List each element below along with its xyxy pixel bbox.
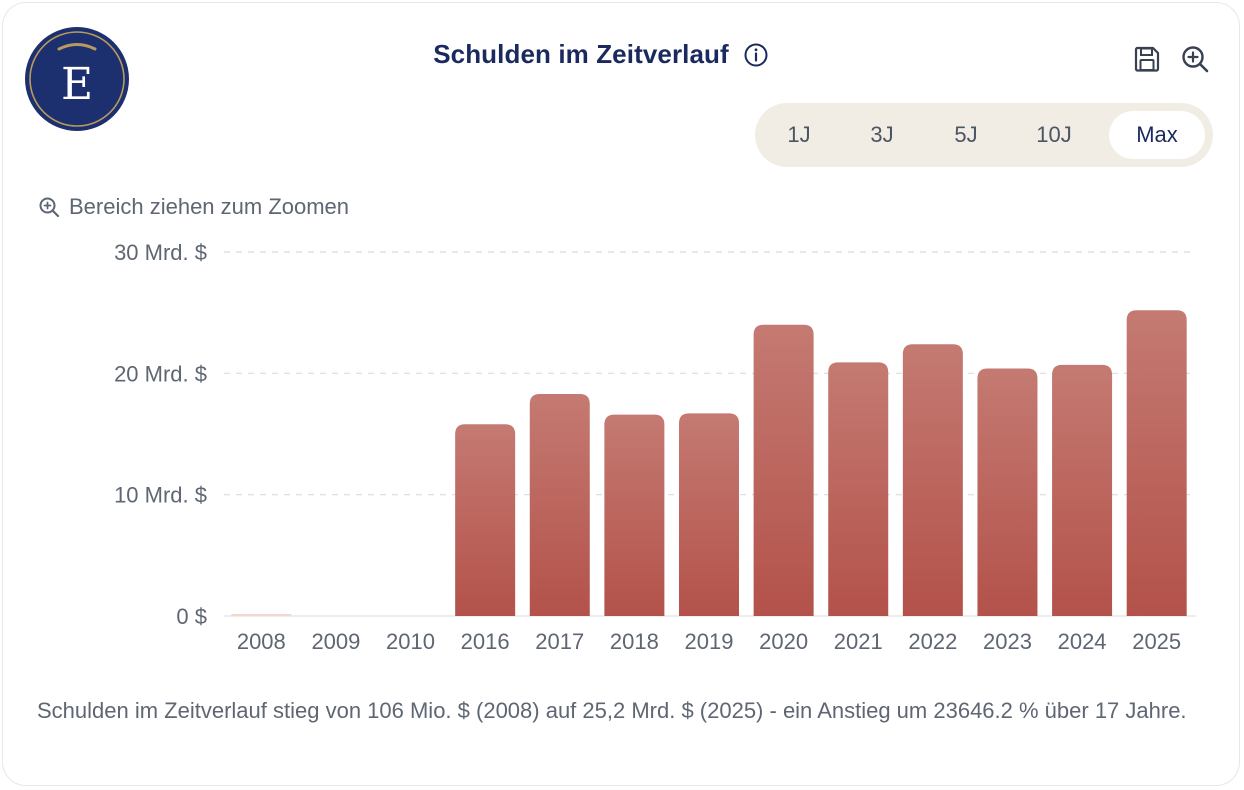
- company-logo: E: [25, 27, 129, 131]
- bar-2024[interactable]: [1052, 364, 1113, 616]
- range-button-10j[interactable]: 10J: [1036, 122, 1072, 147]
- logo-letter: E: [61, 59, 93, 110]
- range-button-max[interactable]: Max: [1109, 111, 1205, 159]
- range-button-5j[interactable]: 5J: [954, 122, 978, 147]
- x-tick-label: 2024: [1058, 629, 1107, 654]
- x-tick-label: 2018: [610, 629, 659, 654]
- x-tick-label: 2021: [834, 629, 883, 654]
- y-tick-label: 20 Mrd. $: [114, 361, 207, 386]
- info-icon[interactable]: [743, 42, 769, 68]
- x-tick-label: 2022: [908, 629, 957, 654]
- x-tick-label: 2017: [535, 629, 584, 654]
- bar-2008[interactable]: [231, 614, 292, 616]
- chart-title: Schulden im Zeitverlauf: [433, 39, 729, 69]
- zoom-in-icon[interactable]: [1179, 43, 1211, 75]
- bar-2019[interactable]: [679, 413, 739, 616]
- range-button-1j[interactable]: 1J: [787, 122, 811, 147]
- zoom-hint-icon: [39, 197, 60, 218]
- y-tick-label: 10 Mrd. $: [114, 483, 207, 508]
- bar-2018[interactable]: [604, 414, 665, 616]
- x-tick-label: 2009: [311, 629, 360, 654]
- bar-2021[interactable]: [828, 362, 889, 616]
- x-tick-label: 2019: [685, 629, 734, 654]
- zoom-hint-text: Bereich ziehen zum Zoomen: [69, 194, 350, 219]
- x-tick-label: 2020: [759, 629, 808, 654]
- x-tick-label: 2025: [1132, 629, 1181, 654]
- bar-2017[interactable]: [529, 393, 590, 616]
- save-icon[interactable]: [1131, 43, 1163, 75]
- bar-2020[interactable]: [753, 324, 814, 616]
- x-tick-label: 2008: [237, 629, 286, 654]
- bar-2016[interactable]: [455, 424, 516, 616]
- y-tick-label: 0 $: [176, 604, 207, 629]
- zoom-hint: Bereich ziehen zum Zoomen: [37, 193, 349, 221]
- y-tick-label: 30 Mrd. $: [114, 240, 207, 265]
- range-button-3j[interactable]: 3J: [870, 122, 894, 147]
- summary-text: Schulden im Zeitverlauf stieg von 106 Mi…: [37, 698, 1187, 723]
- x-tick-label: 2010: [386, 629, 435, 654]
- bar-2023[interactable]: [977, 368, 1038, 616]
- bar-2022[interactable]: [902, 344, 963, 616]
- x-tick-label: 2016: [461, 629, 510, 654]
- x-tick-label: 2023: [983, 629, 1032, 654]
- bar-2025[interactable]: [1126, 310, 1187, 616]
- time-range-selector: 1J 3J 5J 10J Max: [755, 103, 1213, 167]
